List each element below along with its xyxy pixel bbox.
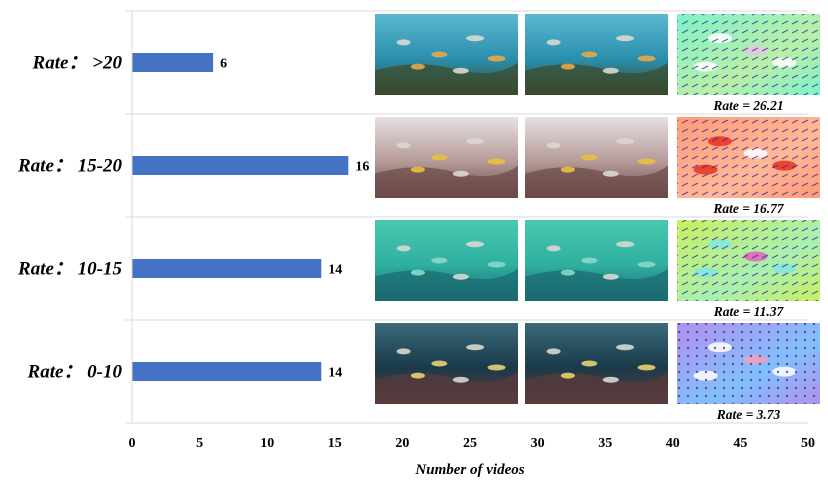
coral-cave-fish-frame xyxy=(375,323,518,404)
bar xyxy=(132,259,322,278)
sample-frames-row xyxy=(375,14,820,95)
sample-frames-row xyxy=(375,117,820,198)
sample-frames-row xyxy=(375,323,820,404)
sandy-bottom-fish-frame xyxy=(525,220,668,301)
underwater-reef-fish-frame xyxy=(375,14,518,95)
x-tick-label: 5 xyxy=(196,436,203,451)
x-tick-label: 35 xyxy=(598,436,612,451)
underwater-reef-fish-frame xyxy=(525,14,668,95)
shallow-water-fish-school-frame xyxy=(375,117,518,198)
bar-value-label: 6 xyxy=(220,57,227,72)
bar xyxy=(132,362,322,381)
x-tick-label: 45 xyxy=(733,436,747,451)
x-tick-label: 10 xyxy=(260,436,274,451)
bar xyxy=(132,156,349,175)
bar-value-label: 14 xyxy=(328,263,342,278)
category-label: Rate： >20 xyxy=(32,53,123,74)
x-tick-label: 15 xyxy=(328,436,342,451)
x-tick-label: 0 xyxy=(129,436,136,451)
x-tick-label: 50 xyxy=(801,436,815,451)
category-label: Rate： 15-20 xyxy=(17,156,122,177)
optical-flow-map xyxy=(677,323,820,404)
optical-flow-map xyxy=(677,117,820,198)
flow-rate-caption: Rate = 11.37 xyxy=(713,304,785,319)
flow-rate-caption: Rate = 3.73 xyxy=(716,407,781,422)
bar xyxy=(132,53,214,72)
flow-rate-caption: Rate = 16.77 xyxy=(712,201,785,216)
x-tick-label: 30 xyxy=(531,436,545,451)
sandy-bottom-fish-frame xyxy=(375,220,518,301)
x-tick-label: 20 xyxy=(395,436,409,451)
sample-frames-row xyxy=(375,220,820,301)
flow-rate-caption: Rate = 26.21 xyxy=(712,98,783,113)
shallow-water-fish-school-frame xyxy=(525,117,668,198)
x-tick-label: 40 xyxy=(666,436,680,451)
optical-flow-map xyxy=(677,14,820,95)
x-tick-label: 25 xyxy=(463,436,477,451)
category-label: Rate： 0-10 xyxy=(27,362,123,383)
x-axis-title: Number of videos xyxy=(414,462,524,478)
optical-flow-map xyxy=(677,220,820,301)
bar-value-label: 16 xyxy=(355,160,369,175)
bar-value-label: 14 xyxy=(328,366,342,381)
coral-cave-fish-frame xyxy=(525,323,668,404)
category-label: Rate： 10-15 xyxy=(17,259,122,280)
